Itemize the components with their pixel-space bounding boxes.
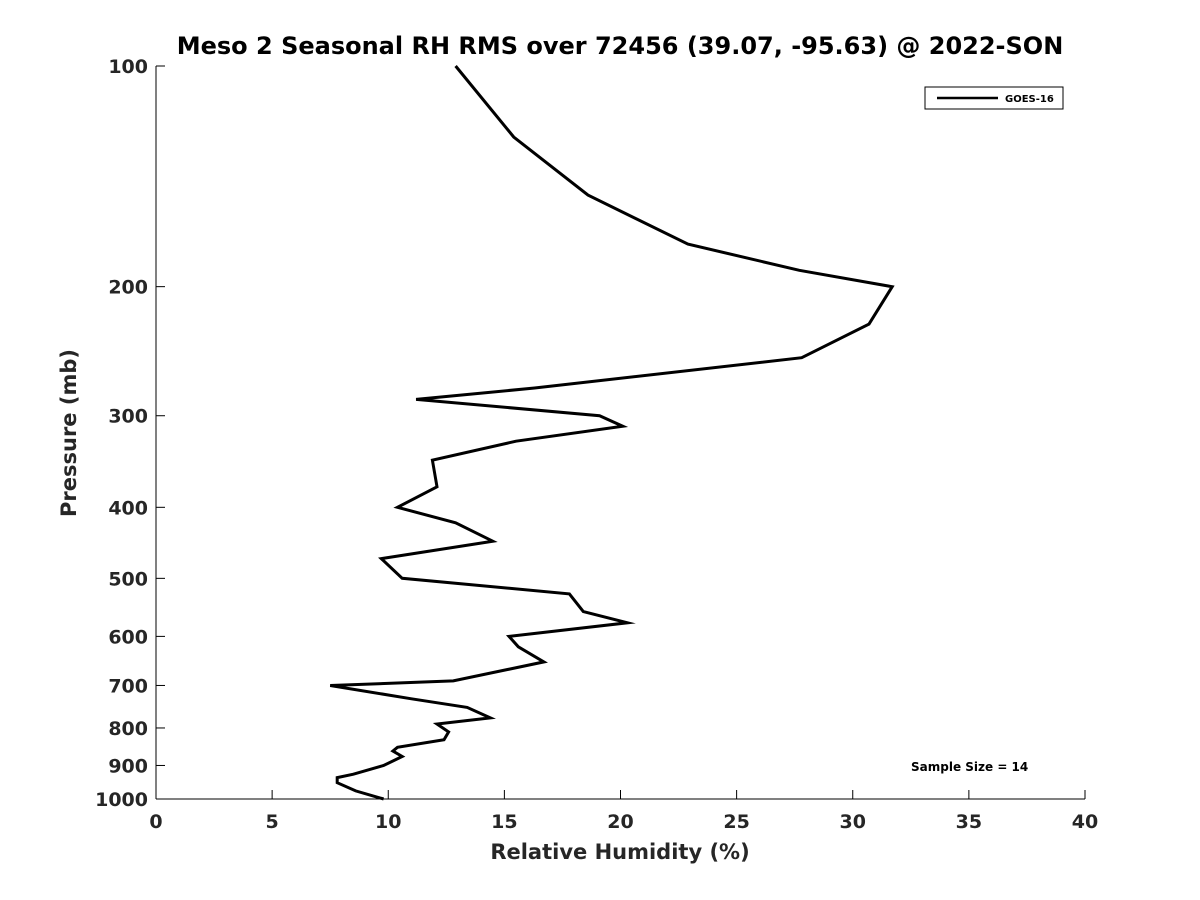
- series-line-goes-16: [329, 65, 895, 801]
- chart-title: Meso 2 Seasonal RH RMS over 72456 (39.07…: [177, 32, 1064, 60]
- x-tick-label: 25: [723, 811, 749, 833]
- y-tick-label: 200: [108, 277, 148, 299]
- x-tick-label: 15: [491, 811, 517, 833]
- y-tick-label: 500: [108, 568, 148, 590]
- y-tick-label: 600: [108, 626, 148, 648]
- legend: GOES-16: [924, 86, 1064, 110]
- x-axis-label: Relative Humidity (%): [490, 840, 749, 864]
- y-tick-label: 300: [108, 406, 148, 428]
- y-tick-label: 800: [108, 718, 148, 740]
- y-tick-label: 400: [108, 497, 148, 519]
- y-axis-ticks: 100 200 300 400 500 600 700 800 900 1000: [95, 56, 165, 811]
- x-tick-label: 35: [956, 811, 982, 833]
- legend-label-goes-16: GOES-16: [1005, 94, 1054, 105]
- sample-size-annotation: Sample Size = 14: [911, 760, 1028, 774]
- x-axis-ticks: 0 5 10 15 20 25 30 35 40: [149, 790, 1098, 833]
- x-tick-label: 20: [607, 811, 633, 833]
- x-tick-label: 10: [375, 811, 401, 833]
- x-tick-label: 0: [149, 811, 162, 833]
- plot-axes: [155, 66, 1085, 800]
- series-layer: [329, 65, 895, 801]
- x-tick-label: 30: [840, 811, 866, 833]
- y-tick-label: 900: [108, 755, 148, 777]
- y-tick-label: 1000: [95, 789, 148, 811]
- y-tick-label: 700: [108, 675, 148, 697]
- y-tick-label: 100: [108, 56, 148, 78]
- x-tick-label: 40: [1072, 811, 1098, 833]
- y-axis-label: Pressure (mb): [57, 349, 81, 517]
- x-tick-label: 5: [266, 811, 279, 833]
